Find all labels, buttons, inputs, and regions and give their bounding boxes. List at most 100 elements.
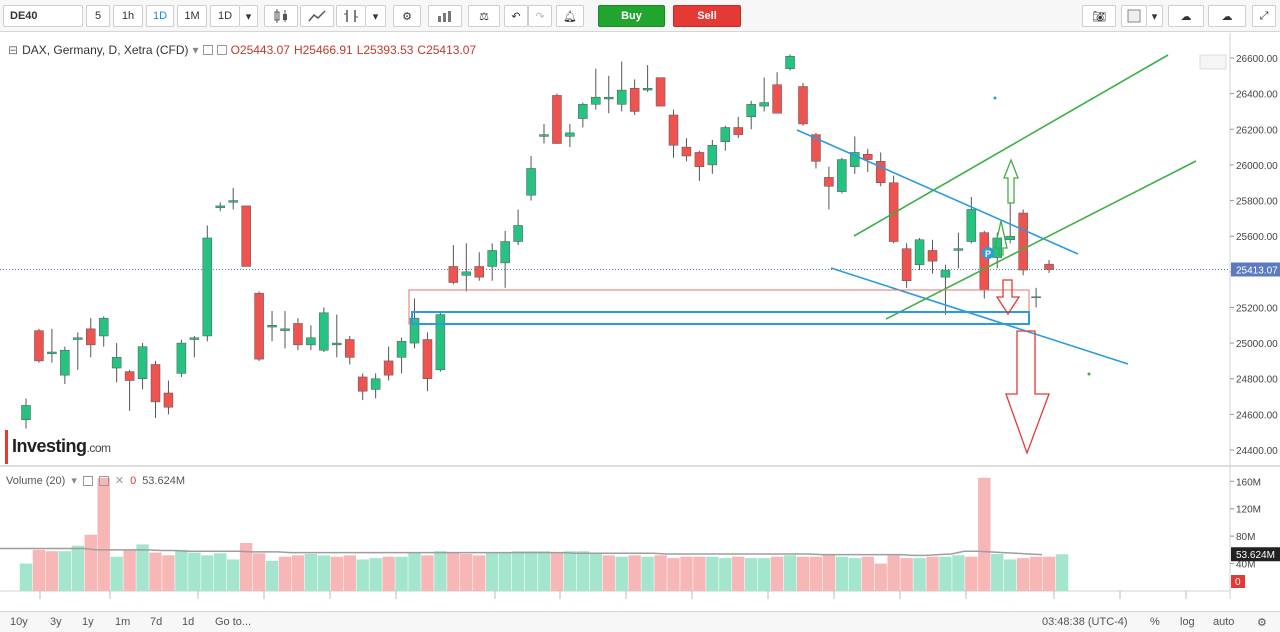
volume-bar[interactable] bbox=[848, 558, 861, 591]
candle[interactable] bbox=[966, 196, 977, 244]
cloud-download-icon[interactable]: ☁ bbox=[1168, 5, 1204, 27]
candle[interactable] bbox=[1018, 209, 1028, 276]
candle[interactable] bbox=[47, 328, 57, 363]
gear-icon[interactable]: ⚙ bbox=[393, 5, 421, 27]
candle[interactable] bbox=[746, 100, 756, 130]
candle[interactable] bbox=[1005, 202, 1015, 244]
candle[interactable] bbox=[396, 337, 407, 374]
volume-bar[interactable] bbox=[991, 553, 1004, 591]
volume-bar[interactable] bbox=[97, 477, 110, 591]
volume-bar[interactable] bbox=[1055, 554, 1069, 591]
candle[interactable] bbox=[435, 311, 446, 372]
volume-bar[interactable] bbox=[719, 558, 732, 591]
cloud-upload-icon[interactable]: ☁ bbox=[1208, 5, 1246, 27]
candle[interactable] bbox=[293, 318, 303, 351]
interval-5[interactable]: 5 bbox=[86, 5, 110, 27]
chevron-down-icon[interactable]: ▾ bbox=[240, 5, 258, 27]
candle[interactable] bbox=[565, 123, 575, 148]
volume-bar[interactable] bbox=[356, 559, 369, 591]
volume-bar[interactable] bbox=[162, 555, 175, 591]
range-1y[interactable]: 1y bbox=[82, 616, 94, 628]
candle[interactable] bbox=[552, 93, 562, 144]
candle[interactable] bbox=[604, 75, 614, 114]
volume-bar[interactable] bbox=[667, 558, 680, 591]
candle[interactable] bbox=[111, 343, 122, 383]
trendline-upper-blue[interactable] bbox=[796, 129, 1079, 255]
candle[interactable] bbox=[500, 230, 510, 288]
drawings[interactable]: P bbox=[408, 54, 1197, 455]
volume-bar[interactable] bbox=[317, 555, 331, 591]
candle[interactable] bbox=[448, 245, 459, 285]
arrow-up-small[interactable] bbox=[994, 220, 1008, 256]
volume-bar[interactable] bbox=[110, 556, 123, 591]
volume-bar[interactable] bbox=[796, 556, 810, 591]
candle[interactable] bbox=[137, 343, 148, 390]
interval-1h[interactable]: 1h bbox=[113, 5, 143, 27]
volume-bar[interactable] bbox=[822, 553, 836, 591]
volume-bar[interactable] bbox=[615, 556, 628, 591]
volume-bar[interactable] bbox=[978, 477, 991, 591]
candle[interactable] bbox=[901, 243, 912, 288]
candle[interactable] bbox=[73, 332, 83, 370]
candle[interactable] bbox=[720, 125, 731, 151]
candle[interactable] bbox=[124, 369, 135, 411]
volume-bar[interactable] bbox=[732, 556, 745, 591]
candle[interactable] bbox=[241, 205, 251, 267]
candle[interactable] bbox=[694, 150, 705, 181]
volume-bar[interactable] bbox=[939, 556, 952, 591]
arrow-down-small[interactable] bbox=[995, 279, 1021, 316]
candle[interactable] bbox=[306, 325, 316, 351]
candle[interactable] bbox=[837, 157, 847, 194]
bar-chart-icon[interactable] bbox=[428, 5, 462, 27]
candle[interactable] bbox=[707, 139, 718, 174]
volume-bar[interactable] bbox=[550, 552, 564, 591]
volume-bar[interactable] bbox=[330, 556, 343, 591]
volume-bar[interactable] bbox=[265, 560, 279, 591]
candle[interactable] bbox=[642, 65, 653, 92]
volume-bar[interactable] bbox=[123, 549, 136, 591]
volume-bar[interactable] bbox=[19, 563, 33, 591]
candle[interactable] bbox=[979, 230, 990, 299]
interval-dropdown[interactable]: 1D bbox=[210, 5, 240, 27]
candle[interactable] bbox=[759, 77, 769, 112]
candle[interactable] bbox=[888, 175, 899, 244]
arrow-down-large[interactable] bbox=[1005, 330, 1050, 455]
chevron-down-icon[interactable]: ▾ bbox=[1147, 5, 1163, 27]
volume-bar[interactable] bbox=[291, 555, 305, 591]
candle[interactable] bbox=[422, 332, 433, 392]
volume-bar[interactable] bbox=[343, 555, 356, 591]
price-chart[interactable]: 26600.00 26400.00 26200.00 26000.00 25800.00… bbox=[0, 33, 1280, 612]
candle[interactable] bbox=[345, 335, 355, 365]
buy-button[interactable]: Buy bbox=[598, 5, 665, 27]
volume-bar[interactable] bbox=[861, 556, 874, 591]
fill-color-icon[interactable] bbox=[1121, 5, 1147, 27]
chart-area[interactable]: 26600.00 26400.00 26200.00 26000.00 25800.00… bbox=[0, 33, 1280, 612]
volume-bar[interactable] bbox=[628, 555, 641, 591]
volume-bar[interactable] bbox=[201, 555, 214, 591]
candle[interactable] bbox=[267, 311, 277, 342]
volume-bar[interactable] bbox=[214, 553, 227, 591]
candle[interactable] bbox=[526, 156, 536, 201]
candle[interactable] bbox=[176, 339, 187, 377]
candle[interactable] bbox=[629, 79, 640, 116]
candle[interactable] bbox=[202, 225, 213, 342]
volume-bar[interactable] bbox=[252, 553, 266, 591]
volume-bar[interactable] bbox=[693, 556, 706, 591]
fullscreen-icon[interactable]: ⤢ bbox=[1252, 5, 1276, 27]
candle[interactable] bbox=[319, 307, 329, 352]
volume-bar[interactable] bbox=[304, 553, 318, 591]
volume-bar[interactable] bbox=[770, 556, 784, 591]
volume-bar[interactable] bbox=[136, 544, 149, 591]
auto-toggle[interactable]: auto bbox=[1213, 616, 1235, 628]
volume-bar[interactable] bbox=[745, 558, 758, 591]
gear-icon[interactable]: ⚙ bbox=[1257, 617, 1267, 629]
volume-bar[interactable] bbox=[1029, 556, 1043, 591]
settings-icon[interactable] bbox=[202, 45, 213, 55]
candle[interactable] bbox=[539, 123, 549, 144]
volume-bar[interactable] bbox=[680, 556, 693, 591]
candle[interactable] bbox=[668, 109, 679, 158]
redo-icon[interactable]: ↷ bbox=[528, 5, 552, 27]
candle[interactable] bbox=[513, 209, 523, 246]
candle[interactable] bbox=[681, 138, 692, 162]
arrow-up-large[interactable] bbox=[1003, 158, 1019, 204]
